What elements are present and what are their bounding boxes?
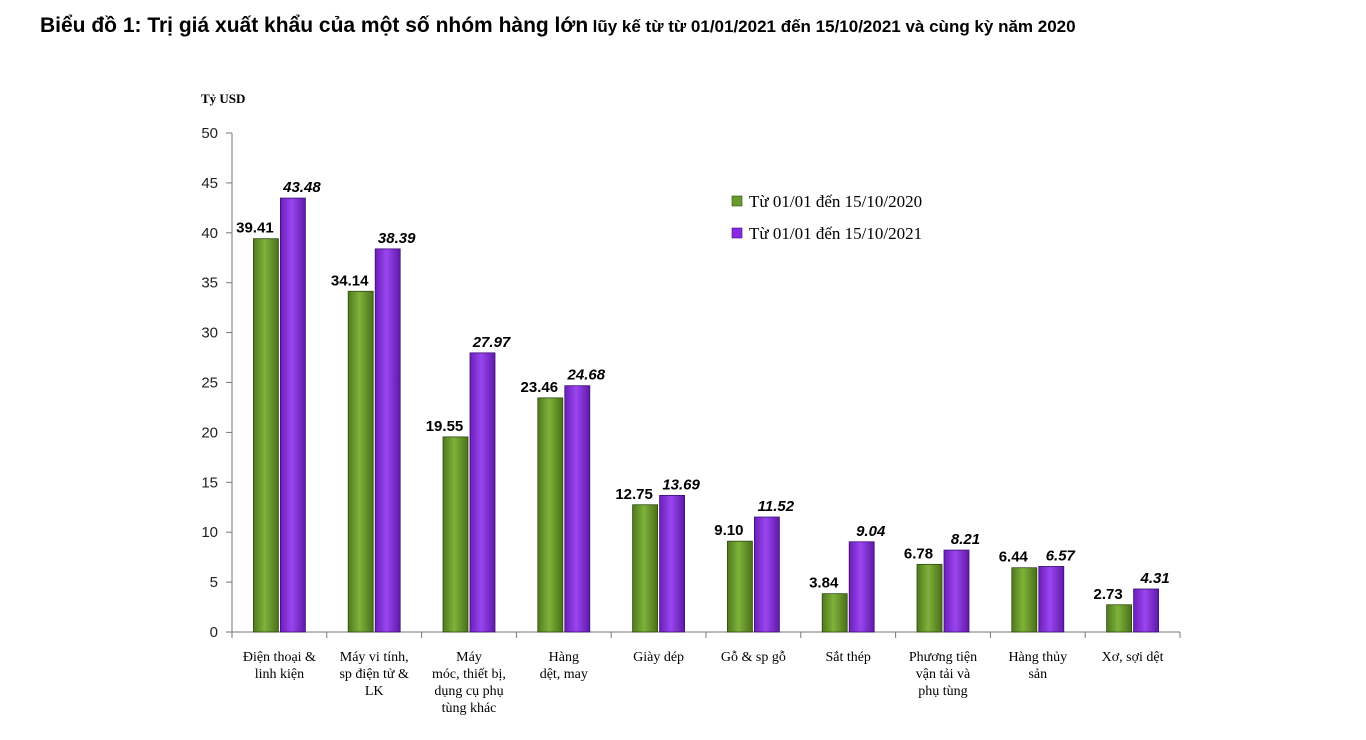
x-tick-label: Hàng dệt, may	[540, 650, 588, 682]
x-tick-label: Máy móc, thiết bị, dụng cụ phụ tùng khác	[432, 650, 506, 716]
value-label-series-1: 19.55	[426, 418, 464, 435]
x-tick-label-line: Máy	[456, 650, 482, 665]
x-tick-label-line: Sắt thép	[825, 650, 871, 665]
value-label-series-1: 12.75	[615, 486, 653, 503]
x-tick-label: Điện thoại & linh kiện	[243, 650, 316, 682]
bar-series-2	[848, 541, 875, 633]
x-tick-label: Phương tiện vận tải và phụ tùng	[909, 650, 977, 699]
value-label-series-2: 4.31	[1139, 570, 1169, 587]
bar-series-1	[1011, 567, 1038, 633]
value-label-series-1: 34.14	[331, 272, 369, 289]
bar-series-2	[564, 385, 591, 633]
bar-series-1	[727, 540, 753, 633]
y-tick-label: 35	[201, 275, 218, 292]
value-label-series-1: 23.46	[521, 379, 559, 396]
y-tick-label: 15	[201, 474, 218, 491]
bar-series-2	[1038, 566, 1065, 633]
x-tick-label-line: phụ tùng	[918, 684, 967, 699]
x-tick-label-line: Hàng	[549, 650, 579, 665]
y-tick-label: 5	[210, 574, 218, 591]
x-tick-label-line: sản	[1028, 667, 1047, 682]
legend-label-series-1: Từ 01/01 đến 15/10/2020	[749, 192, 922, 211]
x-tick-label: Máy vi tính, sp điện tử & LK	[339, 650, 409, 699]
chart-title: Biểu đồ 1: Trị giá xuất khẩu của một số …	[40, 14, 1360, 38]
x-tick-label-line: Hàng thủy	[1008, 650, 1067, 665]
x-tick-label: Xơ, sợi dệt	[1102, 650, 1164, 665]
chart-title-sub: lũy kế từ từ 01/01/2021 đến 15/10/2021 v…	[592, 17, 1076, 36]
x-tick-label-line: Máy vi tính,	[340, 650, 409, 665]
x-tick-label-line: dệt, may	[540, 667, 588, 682]
y-tick-label: 25	[201, 375, 218, 392]
legend-swatch-series-1	[731, 195, 743, 207]
x-tick-label-line: LK	[365, 684, 384, 699]
bar-series-2	[279, 197, 306, 633]
x-tick-label-line: Giày dép	[633, 650, 684, 665]
bar-series-1	[537, 397, 564, 633]
bar-series-2	[943, 549, 970, 633]
y-tick-label: 45	[201, 175, 218, 192]
bar-series-1	[442, 436, 469, 633]
value-label-series-2: 11.52	[758, 498, 795, 515]
value-label-series-1: 6.44	[999, 549, 1029, 566]
bar-series-2	[1133, 588, 1159, 633]
x-tick-label-line: Phương tiện	[909, 650, 977, 665]
value-label-series-2: 6.57	[1046, 547, 1076, 564]
x-tick-label: Hàng thủy sản	[1008, 650, 1067, 682]
chart-title-main: Biểu đồ 1: Trị giá xuất khẩu của một số …	[40, 14, 589, 37]
x-tick-label-line: dụng cụ phụ	[434, 684, 503, 699]
value-label-series-1: 2.73	[1093, 586, 1122, 603]
value-labels: 39.41 34.14 19.55 23.46 12.75 9.10 3.84 6.78 6.4…	[236, 179, 1170, 603]
value-label-series-2: 38.39	[378, 230, 416, 247]
y-tick-label: 20	[201, 424, 218, 441]
value-label-series-2: 43.48	[282, 179, 321, 196]
value-label-series-1: 6.78	[904, 545, 933, 562]
bar-series-2	[754, 516, 780, 633]
x-tick-labels: Điện thoại & linh kiện Máy vi tính, sp điện…	[243, 650, 1164, 716]
value-label-series-1: 39.41	[236, 220, 274, 237]
bar-series-1	[916, 563, 943, 633]
value-label-series-2: 27.97	[472, 334, 511, 351]
bar-series-1	[252, 238, 279, 633]
value-label-series-1: 3.84	[809, 575, 839, 592]
value-label-series-2: 8.21	[951, 531, 980, 548]
bar-series-2	[374, 248, 401, 633]
x-tick-label-line: tùng khác	[442, 701, 497, 716]
x-tick-label-line: vận tải và	[916, 667, 971, 682]
y-tick-label: 50	[201, 125, 218, 142]
bar-series-1	[821, 593, 848, 633]
value-label-series-2: 13.69	[662, 476, 700, 493]
value-label-series-1: 9.10	[714, 522, 743, 539]
value-label-series-2: 9.04	[856, 523, 886, 540]
value-label-series-2: 24.68	[567, 367, 606, 384]
bars	[252, 197, 1159, 633]
x-tick-label-line: móc, thiết bị,	[432, 667, 506, 682]
legend-label-series-2: Từ 01/01 đến 15/10/2021	[749, 224, 922, 243]
x-tick-label-line: Gỗ & sp gỗ	[721, 650, 786, 665]
y-tick-label: 40	[201, 225, 218, 242]
bar-series-1	[1106, 604, 1132, 633]
bar-series-2	[659, 494, 685, 633]
legend-swatch-series-2	[731, 227, 743, 239]
legend: Từ 01/01 đến 15/10/2020 Từ 01/01 đến 15/1…	[731, 192, 922, 243]
x-tick-label-line: sp điện tử &	[339, 667, 409, 682]
x-tick-label-line: Xơ, sợi dệt	[1102, 650, 1164, 665]
bar-series-1	[347, 290, 374, 633]
x-tick-label: Sắt thép	[825, 650, 871, 665]
x-tick-label-line: Điện thoại &	[243, 650, 316, 665]
y-tick-label: 10	[201, 524, 218, 541]
x-tick-label: Gỗ & sp gỗ	[721, 650, 786, 665]
bar-series-1	[632, 504, 658, 633]
y-tick-label: 0	[210, 624, 218, 641]
x-tick-label: Giày dép	[633, 650, 684, 665]
y-axis-label: Tỷ USD	[201, 91, 245, 106]
y-tick-label: 30	[201, 325, 218, 342]
bar-series-2	[469, 352, 496, 633]
x-tick-label-line: linh kiện	[255, 667, 304, 682]
